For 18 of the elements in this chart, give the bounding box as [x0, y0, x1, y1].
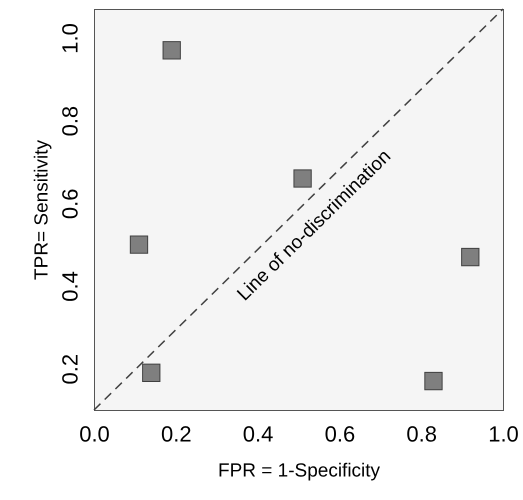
y-tick-label: 0.4 [58, 271, 82, 302]
y-tick-label: 0.6 [58, 188, 82, 220]
x-tick-label: 0.4 [242, 422, 274, 446]
point [162, 41, 181, 60]
x-tick-label: 1.0 [488, 422, 519, 446]
point [142, 364, 160, 382]
x-tick-label: 0.0 [79, 422, 110, 446]
y-axis-title: TPR= Sensitivity [32, 140, 52, 280]
x-tick-label: 0.8 [406, 422, 437, 446]
point [424, 372, 443, 390]
x-tick-label: 0.6 [324, 422, 356, 446]
y-tick-label: 0.2 [58, 354, 82, 384]
x-tick-label: 0.2 [161, 422, 192, 446]
x-axis-title: FPR = 1-Specificity [218, 460, 381, 482]
y-tick-label: 0.8 [58, 106, 82, 136]
point [130, 235, 148, 254]
y-tick-label: 1.0 [58, 23, 82, 54]
point [461, 248, 480, 266]
